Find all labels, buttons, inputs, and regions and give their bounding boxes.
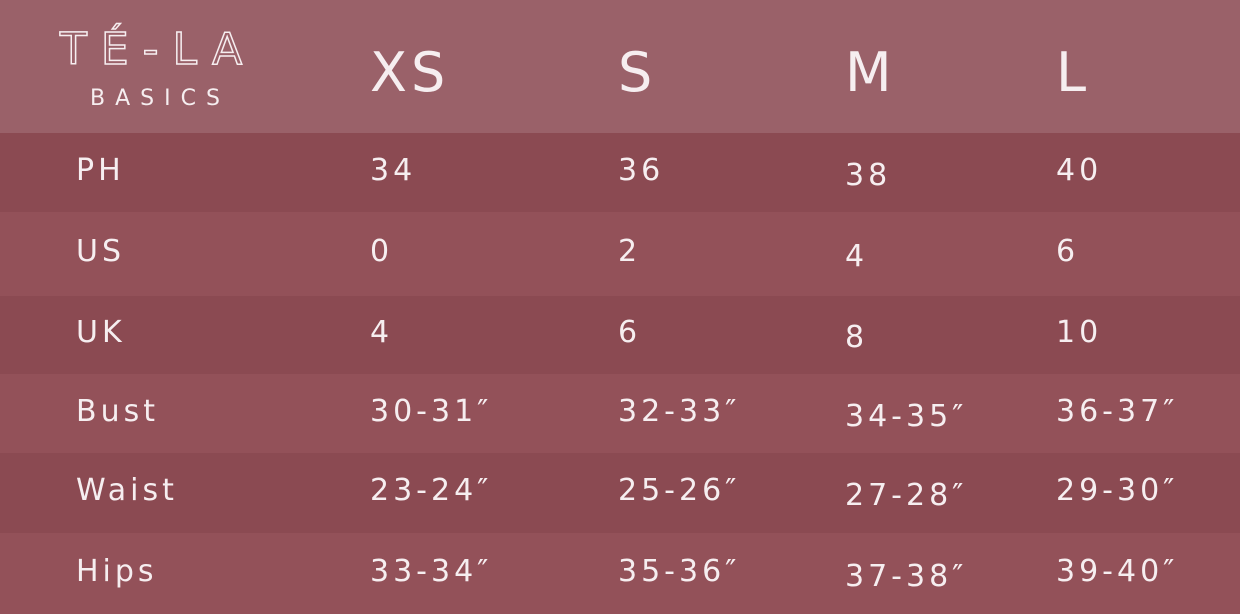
size-value: 39-40″ (1056, 553, 1179, 589)
header-row: TÉ-LA BASICS XS S M L (0, 0, 1240, 133)
logo-title: TÉ-LA (59, 23, 257, 76)
size-value: 29-30″ (1056, 473, 1179, 508)
size-value: 38 (845, 157, 892, 193)
size-value: 4 (370, 315, 394, 350)
row-label: Bust (76, 393, 159, 429)
column-header: S (618, 41, 657, 104)
size-value: 36-37″ (1056, 393, 1179, 429)
size-value: 34-35″ (845, 398, 968, 434)
size-value: 25-26″ (618, 473, 741, 508)
size-value: 35-36″ (618, 553, 741, 589)
logo-subtitle: BASICS (90, 86, 230, 111)
row-label: Waist (76, 473, 178, 508)
size-value: 23-24″ (370, 473, 493, 508)
size-value: 30-31″ (370, 393, 493, 429)
column-header: L (1056, 41, 1091, 104)
row-label: UK (76, 315, 126, 350)
data-row: US 0 2 4 6 (0, 212, 1240, 296)
column-header: XS (370, 41, 450, 104)
row-label: US (76, 234, 126, 269)
size-value: 33-34″ (370, 553, 493, 589)
column-header: M (845, 41, 896, 104)
data-row: Waist 23-24″ 25-26″ 27-28″ 29-30″ (0, 453, 1240, 533)
data-row: Hips 33-34″ 35-36″ 37-38″ 39-40″ (0, 533, 1240, 614)
size-value: 8 (845, 320, 869, 355)
size-value: 27-28″ (845, 478, 968, 513)
size-value: 6 (618, 315, 642, 350)
size-value: 40 (1056, 152, 1103, 188)
size-value: 6 (1056, 234, 1080, 269)
data-row: Bust 30-31″ 32-33″ 34-35″ 36-37″ (0, 374, 1240, 453)
size-value: 34 (370, 152, 417, 188)
row-label: Hips (76, 553, 158, 589)
data-row: UK 4 6 8 10 (0, 296, 1240, 374)
size-value: 4 (845, 239, 869, 274)
size-value: 37-38″ (845, 558, 968, 594)
size-value: 32-33″ (618, 393, 741, 429)
size-value: 10 (1056, 315, 1103, 350)
data-row: PH 34 36 38 40 (0, 133, 1240, 212)
size-value: 0 (370, 234, 394, 269)
row-label: PH (76, 152, 125, 188)
size-value: 36 (618, 152, 665, 188)
size-value: 2 (618, 234, 642, 269)
